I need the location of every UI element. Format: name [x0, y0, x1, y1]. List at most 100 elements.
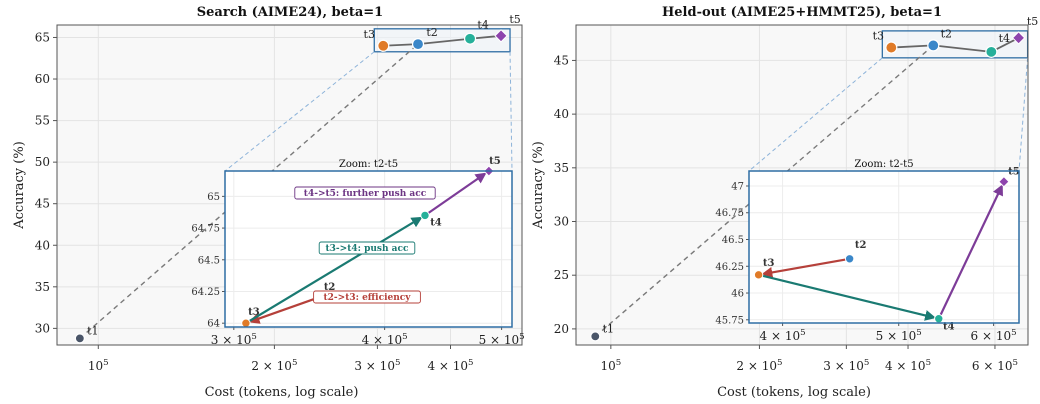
- annotation-text: t3->t4: push acc: [326, 244, 409, 254]
- zoom-connector: [224, 51, 375, 172]
- y-tick-label: 50: [35, 155, 50, 169]
- y-tick-label: 35: [35, 280, 50, 294]
- inset-point-label: t2: [324, 282, 336, 293]
- y-tick-label: 30: [554, 215, 569, 229]
- annotation-box: [313, 290, 421, 304]
- arrow-t2-t3: [248, 296, 318, 324]
- inset-point-t5: [998, 175, 1010, 188]
- inset-point-label: t5: [1008, 167, 1020, 178]
- y-tick-label: 55: [35, 114, 50, 128]
- x-tick-label: 4 × 105: [885, 358, 931, 373]
- inset-point-label: t4: [943, 322, 955, 333]
- point-t4: [985, 45, 998, 58]
- point-label: t1: [603, 322, 614, 335]
- inset-x-tick-label: 3 × 105: [211, 332, 257, 347]
- point-t4: [463, 32, 477, 45]
- point-t1: [590, 331, 601, 342]
- zoom-region-box: [373, 28, 511, 53]
- panel-search: Search (AIME24), beta=1 30 35 40 45 50 55 60 65 1…: [12, 5, 525, 400]
- y-tick-label: 65: [35, 30, 50, 44]
- point-label: t4: [999, 32, 1010, 45]
- point-label: t2: [426, 26, 437, 39]
- inset-frame: [748, 170, 1020, 324]
- inset-y-tick-label: 46.75: [715, 208, 744, 219]
- inset-y-tick-label: 64: [207, 319, 220, 330]
- inset-x-tick-label: 4 × 105: [760, 328, 806, 343]
- trajectory-dashed: [594, 44, 934, 337]
- point-label: t2: [941, 27, 952, 40]
- inset-title: Zoom: t2-t5: [339, 159, 398, 170]
- annotation-box: [318, 241, 416, 255]
- trajectory-segment: [891, 44, 934, 49]
- chart-title: Search (AIME24), beta=1: [197, 5, 383, 20]
- inset-point-label: t5: [489, 156, 501, 167]
- inset-x-tick-label: 6 × 105: [971, 328, 1017, 343]
- x-tick-label: 2 × 105: [251, 358, 297, 373]
- point-t5: [494, 29, 508, 43]
- inset-point-label: t3: [248, 307, 260, 318]
- arrow-t4-t5: [937, 184, 1003, 320]
- point-t3: [377, 39, 390, 52]
- zoom-connector: [748, 57, 883, 172]
- x-tick-label: 3 × 105: [354, 358, 400, 373]
- arrow-t4-t5: [424, 172, 487, 217]
- inset-area: [749, 171, 1019, 323]
- inset-x-tick-label: 5 × 105: [876, 328, 922, 343]
- point-label: t5: [1027, 15, 1038, 28]
- inset-y-tick-label: 64.5: [198, 255, 220, 266]
- y-tick-label: 45: [35, 197, 50, 211]
- inset-x-tick-label: 4 × 105: [362, 332, 408, 347]
- inset-y-tick-label: 64.75: [191, 224, 220, 235]
- inset-x-tick-label: 5 × 105: [479, 332, 525, 347]
- zoom-connector: [1018, 57, 1029, 172]
- point-t2: [411, 38, 425, 51]
- inset-title: Zoom: t2-t5: [854, 159, 913, 170]
- plot-frame: [56, 24, 523, 346]
- chart-title: Held-out (AIME25+HMMT25), beta=1: [662, 5, 942, 20]
- point-t5: [1011, 31, 1026, 45]
- point-label: t1: [87, 324, 98, 337]
- inset-point-t2: [844, 254, 855, 264]
- inset-y-tick-label: 47: [731, 181, 744, 192]
- x-tick-label: 105: [600, 358, 621, 373]
- inset-y-tick-label: 45.75: [715, 315, 744, 326]
- inset-point-label: t3: [763, 258, 775, 269]
- annotation-box: [294, 186, 436, 200]
- y-tick-label: 20: [554, 322, 569, 336]
- annotation-text: t2->t3: efficiency: [324, 293, 412, 303]
- panel-heldout: Held-out (AIME25+HMMT25), beta=1 20 25 30 35…: [531, 5, 1038, 400]
- point-label: t3: [873, 30, 884, 43]
- y-tick-label: 40: [35, 238, 50, 252]
- inset-point-t4: [420, 210, 430, 221]
- inset-y-tick-label: 46: [731, 289, 744, 300]
- inset-frame: [224, 170, 513, 328]
- x-axis-label: Cost (tokens, log scale): [717, 385, 871, 400]
- x-tick-label: 6 × 105: [972, 358, 1018, 373]
- x-tick-label: 2 × 105: [736, 358, 782, 373]
- inset-y-tick-label: 46.5: [722, 235, 744, 246]
- x-axis-label: Cost (tokens, log scale): [205, 385, 359, 400]
- x-tick-label: 105: [88, 358, 109, 373]
- y-tick-label: 25: [554, 268, 569, 282]
- arrow-t2-t3: [761, 257, 850, 278]
- point-label: t5: [509, 13, 520, 26]
- y-tick-label: 40: [554, 107, 569, 121]
- inset-point-label: t4: [430, 217, 442, 228]
- inset-point-label: t2: [855, 240, 867, 251]
- point-t2: [927, 39, 940, 52]
- y-tick-label: 60: [35, 72, 50, 86]
- inset-y-tick-label: 64.25: [191, 287, 220, 298]
- trajectory-segment: [933, 44, 992, 53]
- inset-y-tick-label: 65: [207, 192, 220, 203]
- x-tick-label: 3 × 105: [823, 358, 869, 373]
- y-tick-label: 30: [35, 321, 50, 335]
- trajectory-segment: [417, 37, 471, 46]
- zoom-inset: Zoom: t2-t5 64 64.25 64.5 64.75 65 3 × 105 4 × …: [191, 156, 524, 347]
- annotation-text: t4->t5: further push acc: [304, 189, 427, 199]
- y-axis-label: Accuracy (%): [12, 141, 27, 230]
- inset-point-t3: [753, 270, 764, 280]
- arrow-t3-t4: [758, 273, 937, 321]
- inset-point-t3: [241, 318, 251, 328]
- arrow-t3-t4: [245, 216, 423, 325]
